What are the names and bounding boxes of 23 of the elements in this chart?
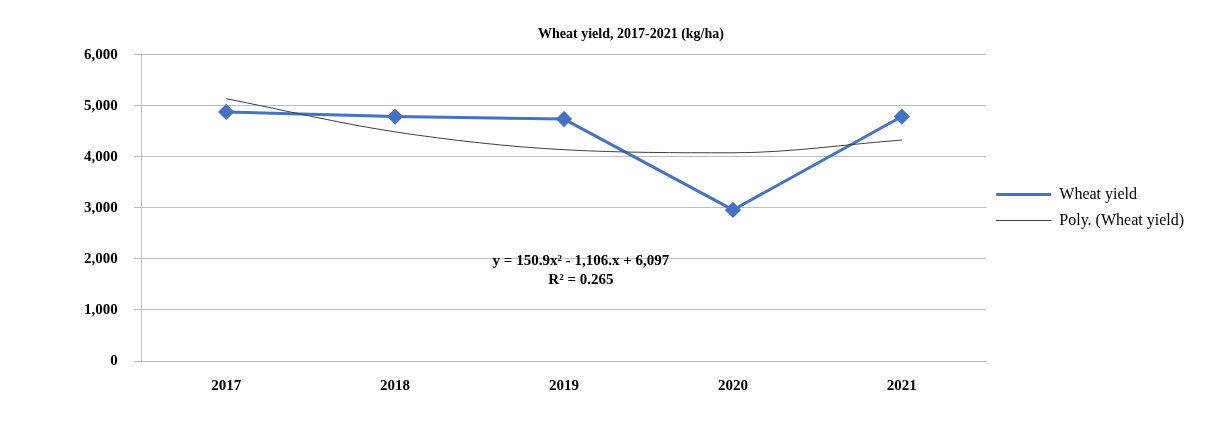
x-tick-label: 2019	[549, 376, 580, 393]
point	[894, 109, 910, 125]
y-tick-label: 6,000	[84, 45, 118, 62]
chart-title: Wheat yield, 2017-2021 (kg/ha)	[538, 26, 725, 43]
y-tick-label: 1,000	[84, 300, 118, 317]
point	[725, 202, 741, 218]
line-series	[225, 98, 903, 154]
point	[218, 104, 234, 120]
x-tick-label: 2017	[211, 376, 242, 393]
y-tick-label: 4,000	[84, 147, 118, 164]
legend-label: Poly. (Wheat yield)	[1059, 210, 1184, 229]
y-tick-label: 2,000	[84, 249, 118, 266]
x-tick-label: 2018	[380, 376, 411, 393]
annotation: y = 150.9x² - 1,106.x + 6,097	[492, 252, 670, 269]
x-tick-label: 2021	[886, 376, 917, 393]
y-tick-label: 5,000	[84, 96, 118, 113]
y-tick-label: 0	[110, 351, 118, 368]
x-tick-label: 2020	[717, 376, 748, 393]
legend-label: Wheat yield	[1059, 184, 1138, 203]
point	[387, 109, 403, 125]
y-tick-label: 3,000	[84, 198, 118, 215]
point	[556, 111, 572, 127]
annotation: R² = 0.265	[548, 271, 614, 288]
